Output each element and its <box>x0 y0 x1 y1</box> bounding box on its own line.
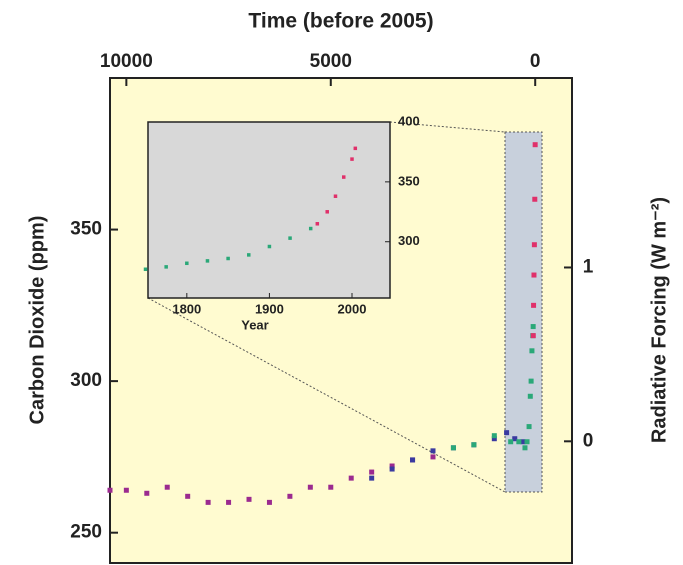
data-point <box>341 175 346 179</box>
data-point <box>512 436 518 442</box>
data-point <box>532 196 538 202</box>
data-point <box>333 194 338 198</box>
x-tick-label: 5000 <box>310 51 352 72</box>
data-point <box>267 244 272 249</box>
y-tick-label: 250 <box>70 522 102 543</box>
data-point <box>164 265 168 269</box>
data-point <box>520 439 526 445</box>
data-point <box>205 499 211 505</box>
y2-tick-label: 1 <box>583 256 594 277</box>
data-point <box>226 256 230 261</box>
data-point <box>530 333 536 339</box>
data-point <box>531 272 537 278</box>
data-point <box>350 157 354 161</box>
x-tick-label: 2000 <box>338 301 367 316</box>
data-point <box>526 424 532 430</box>
data-point <box>325 210 329 214</box>
zoom-line <box>389 121 506 133</box>
data-point <box>531 242 537 248</box>
y-tick-label: 400 <box>398 113 420 128</box>
x-tick-label: 0 <box>530 51 541 72</box>
data-point <box>185 493 191 499</box>
data-point <box>226 499 232 505</box>
data-point <box>522 445 528 451</box>
data-point <box>143 267 148 272</box>
y-tick-label: 350 <box>398 173 420 188</box>
y2-axis-title: Radiative Forcing (W m⁻²) <box>648 197 670 443</box>
data-point <box>307 484 313 490</box>
data-point <box>315 222 320 226</box>
data-point <box>450 445 456 451</box>
data-point <box>107 487 113 493</box>
data-point <box>369 469 375 475</box>
data-point <box>266 499 272 505</box>
data-point <box>430 454 436 460</box>
y-tick-label: 300 <box>398 233 420 248</box>
data-point <box>246 496 252 502</box>
data-point <box>369 475 375 481</box>
data-point <box>288 236 292 240</box>
data-point <box>430 448 436 454</box>
x-tick-label: 1900 <box>255 301 284 316</box>
data-point <box>508 439 514 445</box>
data-point <box>389 466 395 472</box>
data-point <box>348 475 354 481</box>
data-point <box>308 226 313 231</box>
x-axis-title: Time (before 2005) <box>248 10 433 33</box>
data-point <box>529 348 535 354</box>
data-point <box>531 302 537 308</box>
y-tick-label: 350 <box>70 219 102 240</box>
y-axis-title: Carbon Dioxide (ppm) <box>26 216 48 425</box>
data-point <box>353 146 358 151</box>
data-point <box>471 442 477 448</box>
inset-area <box>147 121 391 299</box>
data-point <box>532 142 538 148</box>
data-point <box>491 433 497 439</box>
data-point <box>205 259 210 263</box>
y-tick-label: 300 <box>70 370 102 391</box>
data-point <box>287 493 293 499</box>
data-point <box>516 439 522 445</box>
x-tick-label: 10000 <box>100 51 153 72</box>
data-point <box>328 484 334 490</box>
data-point <box>410 457 416 463</box>
y2-tick-label: 0 <box>583 430 594 451</box>
data-point <box>164 484 170 490</box>
zoom-band <box>504 131 543 493</box>
data-point <box>527 393 533 399</box>
data-point <box>524 439 530 445</box>
data-point <box>247 253 251 257</box>
data-point <box>530 324 536 330</box>
data-point <box>528 378 534 384</box>
x-tick-label: 1800 <box>172 301 201 316</box>
data-point <box>185 261 189 266</box>
data-point <box>491 436 497 442</box>
inset-x-title: Year <box>241 317 268 332</box>
data-point <box>123 487 129 493</box>
data-point <box>389 463 395 469</box>
data-point <box>144 490 150 496</box>
data-point <box>504 430 510 436</box>
